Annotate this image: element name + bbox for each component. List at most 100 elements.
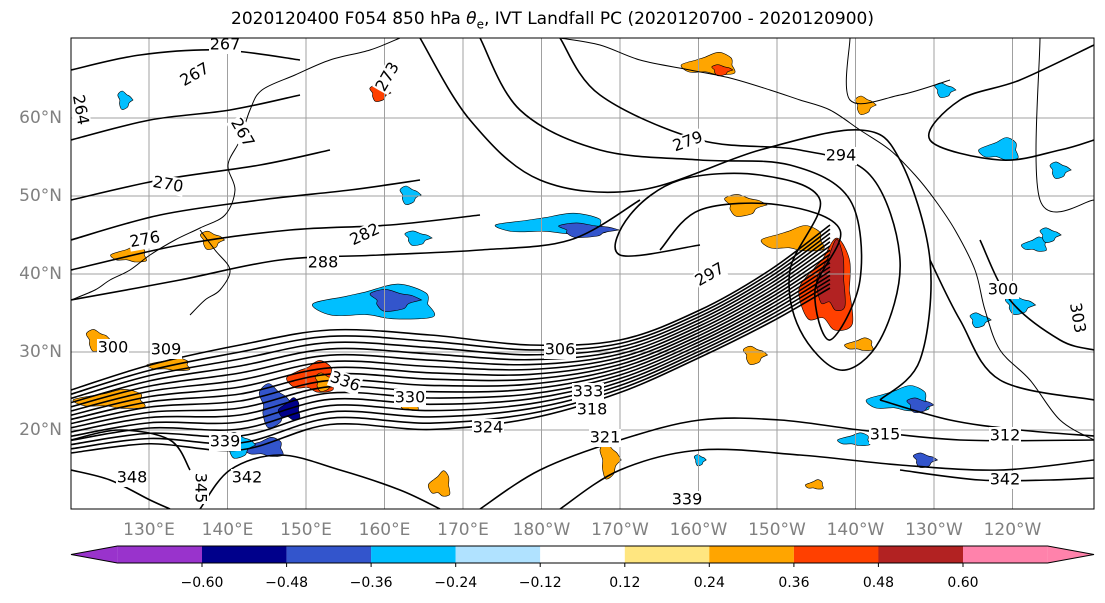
longitude-label: 140°E bbox=[202, 520, 254, 540]
pc-shade-region bbox=[1021, 236, 1047, 252]
colorbar-segment bbox=[455, 546, 541, 563]
contour-label-bg bbox=[127, 228, 163, 252]
pc-shade-region bbox=[399, 185, 422, 205]
colorbar-tick-label: −0.12 bbox=[519, 575, 562, 591]
longitude-label: 130°E bbox=[123, 520, 175, 540]
pc-shade-region bbox=[805, 479, 824, 490]
colorbar-segment bbox=[371, 546, 456, 563]
contour-label-bg bbox=[209, 433, 241, 451]
contour-label: 339 bbox=[672, 490, 703, 509]
pc-shade-region bbox=[854, 95, 877, 115]
contour-label-bg bbox=[572, 383, 604, 401]
colorbar-tick-label: 0.12 bbox=[609, 575, 640, 591]
longitude-label: 170°W bbox=[591, 520, 649, 540]
contour-label-bg bbox=[150, 173, 186, 197]
colorbar-segment bbox=[878, 546, 963, 563]
colorbar-segment bbox=[540, 546, 625, 563]
contour-label-bg bbox=[326, 368, 364, 396]
contour-label: 312 bbox=[990, 426, 1021, 445]
contour-label: 309 bbox=[151, 340, 182, 359]
contour-label-bg bbox=[97, 339, 129, 357]
latitude-label: 20°N bbox=[19, 420, 62, 440]
contour-label-bg bbox=[669, 128, 707, 156]
contour-line bbox=[71, 149, 331, 201]
contour-line bbox=[559, 38, 901, 371]
pc-shade-region bbox=[427, 470, 451, 497]
colorbar-segments bbox=[70, 545, 1095, 564]
pc-shade-region bbox=[1039, 227, 1062, 243]
contour-label-bg bbox=[671, 491, 703, 509]
pc-shade-region bbox=[693, 454, 707, 467]
contour-line bbox=[71, 274, 831, 442]
coastline-segment bbox=[1035, 38, 1094, 213]
contour-label-bg bbox=[176, 59, 214, 91]
map-title: 2020120400 F054 850 hPa θe, IVT Landfall… bbox=[0, 9, 1105, 31]
title-theta-subscript: e bbox=[476, 17, 484, 32]
contour-label-bg bbox=[1065, 300, 1089, 336]
contour-label: 333 bbox=[573, 382, 604, 401]
contour-label: 294 bbox=[826, 146, 857, 165]
pc-shade-region bbox=[844, 337, 874, 351]
contour-line bbox=[479, 417, 1094, 509]
contour-label: 264 bbox=[69, 93, 93, 126]
pc-shade-region bbox=[724, 194, 768, 217]
theta-e-contours bbox=[71, 38, 1094, 509]
contour-line bbox=[71, 241, 831, 408]
colorbar-ticks: −0.60 −0.48 −0.36 −0.24 −0.12 0.12 0.24 0.36 0.4… bbox=[181, 563, 979, 591]
colorbar-tick-label: 0.24 bbox=[694, 575, 725, 591]
colorbar-segment bbox=[624, 546, 710, 563]
colorbar-segment bbox=[117, 546, 202, 563]
longitude-label: 160°E bbox=[359, 520, 411, 540]
contour-label: 342 bbox=[232, 468, 263, 487]
contour-line bbox=[71, 283, 831, 450]
contour-label: 330 bbox=[395, 388, 426, 407]
longitude-labels: 130°E 140°E 150°E 160°E 170°E 180°W 170°W 160°W… bbox=[123, 520, 1041, 540]
contour-label-bg bbox=[209, 38, 241, 54]
colorbar-tick-label: 0.36 bbox=[778, 575, 809, 591]
contour-label-bg bbox=[472, 419, 504, 437]
title-prefix: 2020120400 F054 850 hPa bbox=[231, 9, 467, 29]
contour-label-bg bbox=[231, 469, 263, 487]
contour-line bbox=[71, 245, 831, 412]
contour-line bbox=[71, 257, 831, 425]
colorbar-tick-label: 0.48 bbox=[863, 575, 894, 591]
contour-label: 318 bbox=[577, 400, 608, 419]
contour-line bbox=[927, 44, 1094, 161]
contour-line bbox=[71, 469, 171, 509]
pc-shade-region bbox=[369, 289, 423, 312]
contour-line bbox=[419, 38, 932, 401]
contour-line bbox=[71, 224, 831, 391]
pc-shade-region bbox=[312, 283, 436, 320]
pc-shade-region bbox=[742, 345, 769, 365]
colorbar-segment bbox=[793, 546, 879, 563]
contour-line bbox=[71, 249, 831, 416]
contour-line bbox=[199, 454, 441, 509]
contour-line bbox=[71, 253, 831, 421]
map-plot-area: 2642672672672702732762792822882942973003… bbox=[69, 37, 1095, 510]
contour-label-bg bbox=[869, 426, 901, 444]
contour-line bbox=[71, 278, 831, 446]
contour-line bbox=[71, 49, 301, 71]
pc-shade-region bbox=[969, 312, 992, 328]
longitude-label: 120°W bbox=[984, 520, 1042, 540]
pc-shade-region bbox=[934, 82, 957, 98]
title-suffix: , IVT Landfall PC (2020120700 - 20201209… bbox=[483, 9, 874, 29]
contour-line bbox=[979, 239, 1094, 351]
contour-label-bg bbox=[589, 429, 621, 447]
latitude-labels: 60°N 50°N 40°N 30°N 20°N bbox=[19, 108, 62, 440]
contour-label: 345 bbox=[192, 473, 211, 504]
contour-label-bg bbox=[150, 341, 182, 359]
contour-line bbox=[71, 262, 831, 429]
contour-label-bg bbox=[307, 254, 339, 272]
longitude-label: 150°E bbox=[280, 520, 332, 540]
title-theta-symbol: θ bbox=[466, 9, 477, 29]
contour-line bbox=[479, 38, 863, 341]
pc-shade-region bbox=[711, 64, 734, 77]
coastline-segment bbox=[559, 38, 1094, 441]
coastline-segment bbox=[189, 229, 231, 316]
pc-shade-region bbox=[199, 230, 226, 250]
contour-line bbox=[71, 179, 421, 241]
pc-shade-region bbox=[912, 452, 939, 468]
contour-label: 342 bbox=[990, 470, 1021, 489]
